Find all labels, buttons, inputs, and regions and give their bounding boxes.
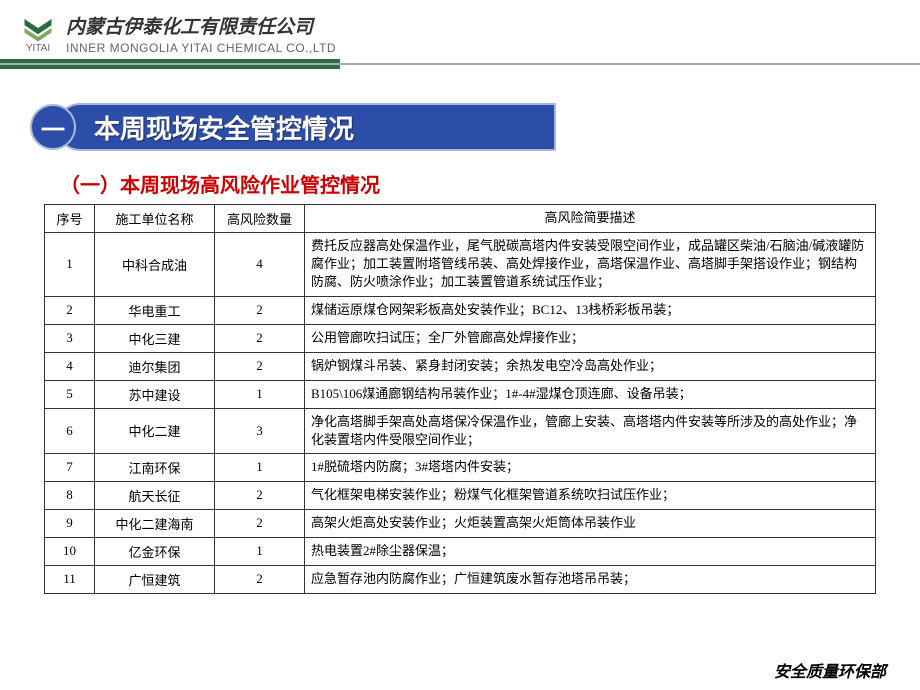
- section-number-badge: 一: [30, 104, 76, 150]
- table-cell: 江南环保: [95, 453, 215, 481]
- table-cell: 热电装置2#除尘器保温；: [305, 537, 876, 565]
- table-cell: 1: [215, 453, 305, 481]
- table-cell: 5: [45, 380, 95, 408]
- table-cell: 净化高塔脚手架高处高塔保冷保温作业，管廊上安装、高塔塔内件安装等所涉及的高处作业…: [305, 408, 876, 453]
- table-row: 11广恒建筑2应急暂存池内防腐作业；广恒建筑废水暂存池塔吊吊装；: [45, 565, 876, 593]
- table-cell: 2: [215, 324, 305, 352]
- table-body: 1中科合成油4费托反应器高处保温作业，尾气脱碳高塔内件安装受限空间作业，成品罐区…: [45, 233, 876, 594]
- section-title: 本周现场安全管控情况: [94, 109, 354, 146]
- table-row: 3中化三建2公用管廊吹扫试压；全厂外管廊高处焊接作业；: [45, 324, 876, 352]
- table-cell: 广恒建筑: [95, 565, 215, 593]
- table-cell: 苏中建设: [95, 380, 215, 408]
- table-row: 2华电重工2煤储运原煤仓网架彩板高处安装作业；BC12、13栈桥彩板吊装；: [45, 296, 876, 324]
- table-cell: 华电重工: [95, 296, 215, 324]
- footer-department: 安全质量环保部: [774, 658, 886, 682]
- table-header-row: 序号 施工单位名称 高风险数量 高风险简要描述: [45, 205, 876, 233]
- table-cell: 2: [45, 296, 95, 324]
- table-cell: 8: [45, 481, 95, 509]
- table-row: 6中化二建3净化高塔脚手架高处高塔保冷保温作业，管廊上安装、高塔塔内件安装等所涉…: [45, 408, 876, 453]
- table-cell: 10: [45, 537, 95, 565]
- table-cell: 4: [215, 233, 305, 297]
- table-row: 1中科合成油4费托反应器高处保温作业，尾气脱碳高塔内件安装受限空间作业，成品罐区…: [45, 233, 876, 297]
- col-header-seq: 序号: [45, 205, 95, 233]
- table-row: 5苏中建设1B105\106煤通廊钢结构吊装作业；1#-4#湿煤仓顶连廊、设备吊…: [45, 380, 876, 408]
- table-row: 8航天长征2气化框架电梯安装作业；粉煤气化框架管道系统吹扫试压作业；: [45, 481, 876, 509]
- table-cell: B105\106煤通廊钢结构吊装作业；1#-4#湿煤仓顶连廊、设备吊装；: [305, 380, 876, 408]
- table-cell: 2: [215, 565, 305, 593]
- table-cell: 1#脱硫塔内防腐；3#塔塔内件安装；: [305, 453, 876, 481]
- table-cell: 中科合成油: [95, 233, 215, 297]
- table-cell: 2: [215, 352, 305, 380]
- table-cell: 中化三建: [95, 324, 215, 352]
- table-cell: 2: [215, 481, 305, 509]
- table-cell: 煤储运原煤仓网架彩板高处安装作业；BC12、13栈桥彩板吊装；: [305, 296, 876, 324]
- table-cell: 应急暂存池内防腐作业；广恒建筑废水暂存池塔吊吊装；: [305, 565, 876, 593]
- company-name-block: 内蒙古伊泰化工有限责任公司 INNER MONGOLIA YITAI CHEMI…: [66, 12, 336, 55]
- table-cell: 9: [45, 509, 95, 537]
- table-cell: 中化二建海南: [95, 509, 215, 537]
- table-cell: 2: [215, 509, 305, 537]
- company-name-cn: 内蒙古伊泰化工有限责任公司: [66, 12, 336, 39]
- company-logo-icon: [20, 14, 56, 42]
- company-name-en: INNER MONGOLIA YITAI CHEMICAL CO.,LTD: [66, 41, 336, 55]
- logo-block: YITAI: [20, 14, 56, 54]
- table-cell: 2: [215, 296, 305, 324]
- table-cell: 6: [45, 408, 95, 453]
- table-cell: 3: [45, 324, 95, 352]
- table-cell: 气化框架电梯安装作业；粉煤气化框架管道系统吹扫试压作业；: [305, 481, 876, 509]
- table-row: 9中化二建海南2高架火炬高处安装作业；火炬装置高架火炬筒体吊装作业: [45, 509, 876, 537]
- gray-line: [0, 63, 920, 65]
- table-cell: 1: [215, 537, 305, 565]
- table-cell: 航天长征: [95, 481, 215, 509]
- table-row: 10亿金环保1热电装置2#除尘器保温；: [45, 537, 876, 565]
- table-cell: 亿金环保: [95, 537, 215, 565]
- table-cell: 11: [45, 565, 95, 593]
- table-cell: 中化二建: [95, 408, 215, 453]
- col-header-desc: 高风险简要描述: [305, 205, 876, 233]
- company-header: YITAI 内蒙古伊泰化工有限责任公司 INNER MONGOLIA YITAI…: [0, 0, 920, 59]
- table-row: 4迪尔集团2锅炉钢煤斗吊装、紧身封闭安装；余热发电空冷岛高处作业；: [45, 352, 876, 380]
- table-cell: 迪尔集团: [95, 352, 215, 380]
- col-header-company: 施工单位名称: [95, 205, 215, 233]
- header-divider: [0, 59, 920, 73]
- table-row: 7江南环保11#脱硫塔内防腐；3#塔塔内件安装；: [45, 453, 876, 481]
- table-cell: 锅炉钢煤斗吊装、紧身封闭安装；余热发电空冷岛高处作业；: [305, 352, 876, 380]
- table-cell: 4: [45, 352, 95, 380]
- table-cell: 费托反应器高处保温作业，尾气脱碳高塔内件安装受限空间作业，成品罐区柴油/石脑油/…: [305, 233, 876, 297]
- col-header-count: 高风险数量: [215, 205, 305, 233]
- table-cell: 3: [215, 408, 305, 453]
- risk-table: 序号 施工单位名称 高风险数量 高风险简要描述 1中科合成油4费托反应器高处保温…: [44, 204, 876, 594]
- table-cell: 高架火炬高处安装作业；火炬装置高架火炬筒体吊装作业: [305, 509, 876, 537]
- subsection-title: （一）本周现场高风险作业管控情况: [60, 169, 920, 198]
- table-cell: 1: [45, 233, 95, 297]
- section-header: 一 本周现场安全管控情况: [0, 103, 920, 151]
- table-cell: 1: [215, 380, 305, 408]
- table-cell: 7: [45, 453, 95, 481]
- section-title-bar: 本周现场安全管控情况: [56, 103, 556, 151]
- table-cell: 公用管廊吹扫试压；全厂外管廊高处焊接作业；: [305, 324, 876, 352]
- brand-label: YITAI: [20, 43, 56, 54]
